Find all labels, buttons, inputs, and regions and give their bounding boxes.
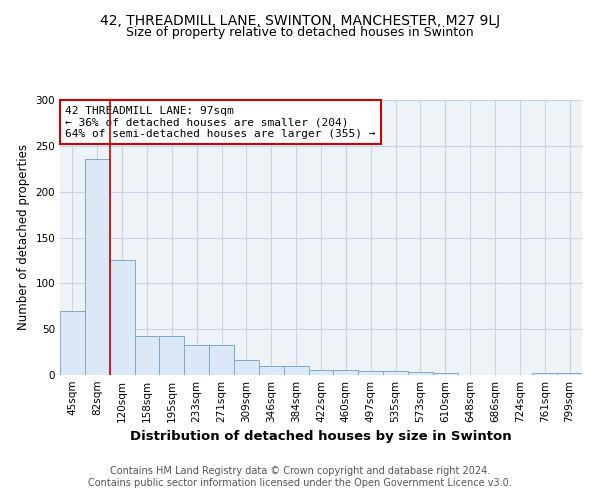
Bar [308,370,334,375]
Bar [259,366,284,375]
Bar [408,372,433,375]
Bar [433,373,458,375]
Y-axis label: Number of detached properties: Number of detached properties [17,144,30,330]
Bar [383,372,408,375]
X-axis label: Distribution of detached houses by size in Swinton: Distribution of detached houses by size … [130,430,512,444]
Bar [134,336,160,375]
Bar [110,260,134,375]
Text: 42 THREADMILL LANE: 97sqm
← 36% of detached houses are smaller (204)
64% of semi: 42 THREADMILL LANE: 97sqm ← 36% of detac… [65,106,376,138]
Bar [284,366,308,375]
Bar [557,373,582,375]
Bar [60,311,85,375]
Bar [234,360,259,375]
Text: 42, THREADMILL LANE, SWINTON, MANCHESTER, M27 9LJ: 42, THREADMILL LANE, SWINTON, MANCHESTER… [100,14,500,28]
Bar [209,345,234,375]
Bar [160,336,184,375]
Bar [532,373,557,375]
Bar [85,158,110,375]
Bar [334,370,358,375]
Text: Contains HM Land Registry data © Crown copyright and database right 2024.
Contai: Contains HM Land Registry data © Crown c… [88,466,512,487]
Text: Size of property relative to detached houses in Swinton: Size of property relative to detached ho… [126,26,474,39]
Bar [184,345,209,375]
Bar [358,372,383,375]
